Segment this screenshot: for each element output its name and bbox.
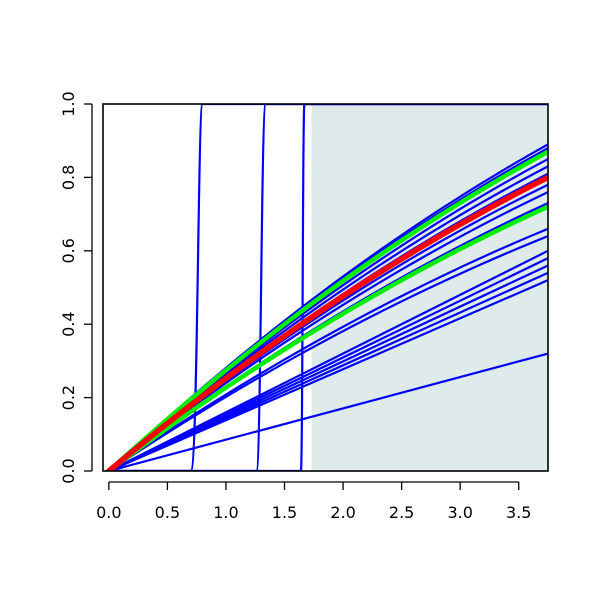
series-line-red-21 <box>106 174 548 471</box>
x-tick-label: 0.5 <box>155 503 180 522</box>
series-line-blue-6 <box>107 264 548 471</box>
y-tick-label: 1.0 <box>59 91 78 116</box>
y-tick-label: 0.6 <box>59 238 78 263</box>
y-tick-label: 0.2 <box>59 385 78 410</box>
x-tick-label: 2.5 <box>389 503 414 522</box>
series-line-blue-0 <box>107 104 548 471</box>
y-tick-label: 0.8 <box>59 165 78 190</box>
x-tick-label: 0.0 <box>96 503 121 522</box>
series-line-blue-9 <box>107 235 548 471</box>
series-line-green-20 <box>106 149 548 471</box>
x-tick-label: 1.5 <box>272 503 297 522</box>
series-line-blue-2 <box>107 104 548 471</box>
x-axis: 0.0 0.5 1.0 1.5 2.0 2.5 3.0 3.5 <box>96 481 531 522</box>
x-tick-label: 3.5 <box>506 503 531 522</box>
x-tick-label: 3.0 <box>447 503 472 522</box>
series-line-blue-4 <box>107 279 548 471</box>
x-tick-label: 2.0 <box>330 503 355 522</box>
series-line-blue-1 <box>107 104 548 471</box>
series-line-blue-10 <box>107 227 548 471</box>
plot-frame <box>102 103 549 472</box>
y-tick-label: 0.4 <box>59 311 78 336</box>
series-line-blue-3 <box>107 352 548 471</box>
y-axis: 0.0 0.2 0.4 0.6 0.8 1.0 <box>59 91 93 484</box>
series-layer <box>106 104 548 471</box>
series-line-green-19 <box>106 204 548 471</box>
series-line-blue-5 <box>107 271 548 471</box>
x-tick-label: 1.0 <box>213 503 238 522</box>
series-line-blue-8 <box>107 249 548 471</box>
y-tick-label: 0.0 <box>59 458 78 483</box>
